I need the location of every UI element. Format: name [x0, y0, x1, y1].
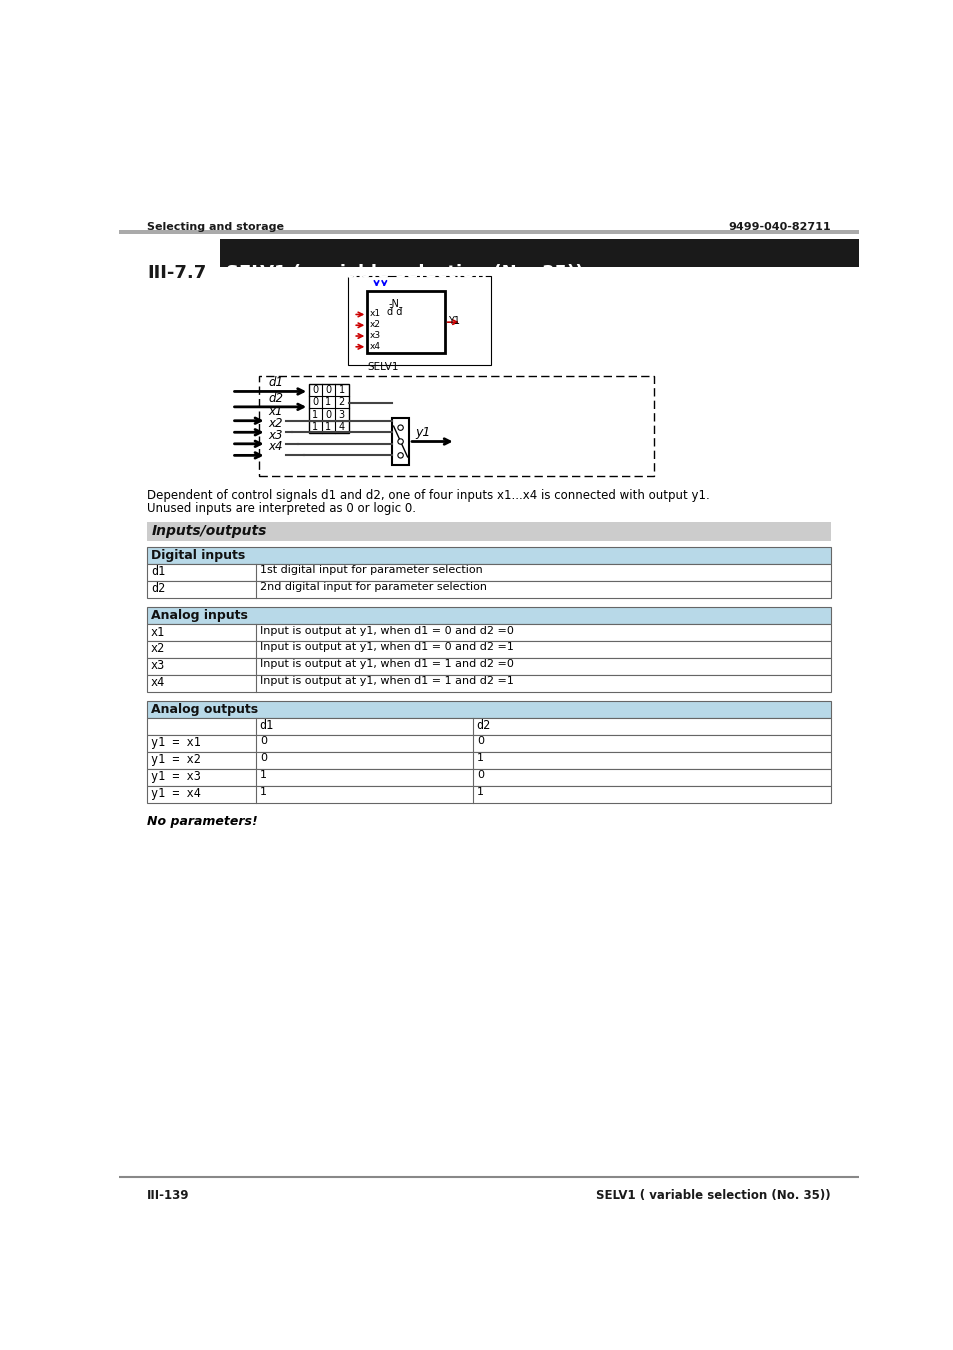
Text: SELV1 ( variable selection (No. 35)): SELV1 ( variable selection (No. 35))	[226, 263, 583, 282]
Text: d2: d2	[269, 392, 284, 405]
Text: x1: x1	[268, 405, 282, 418]
Bar	[392, 418, 409, 464]
Text: d1: d1	[151, 566, 165, 579]
Bar	[147, 641, 830, 657]
Text: d2: d2	[151, 582, 165, 595]
Text: Selecting and storage: Selecting and storage	[147, 221, 284, 232]
Text: Dependent of control signals d1 and d2, one of four inputs x1...x4 is connected : Dependent of control signals d1 and d2, …	[147, 489, 709, 502]
Text: 0: 0	[476, 771, 484, 780]
Bar	[309, 383, 349, 433]
Text: x4: x4	[151, 676, 165, 690]
Text: d2: d2	[476, 720, 490, 733]
Text: 0: 0	[476, 736, 484, 747]
Text: SELV1: SELV1	[367, 362, 398, 373]
Text: y1: y1	[415, 427, 430, 439]
Text: III-7.7: III-7.7	[147, 263, 206, 282]
Bar	[147, 608, 830, 624]
Bar	[258, 377, 654, 477]
Text: -N: -N	[389, 300, 399, 309]
Text: y1 = x3: y1 = x3	[151, 771, 201, 783]
Bar	[119, 230, 858, 235]
Text: 0: 0	[312, 397, 318, 408]
Bar	[147, 768, 830, 786]
Text: Unused inputs are interpreted as 0 or logic 0.: Unused inputs are interpreted as 0 or lo…	[147, 502, 416, 516]
Text: x4: x4	[369, 342, 380, 351]
Text: đ đ: đ đ	[387, 306, 402, 317]
Bar	[147, 701, 830, 718]
Bar	[348, 275, 491, 364]
Text: 1: 1	[476, 753, 484, 763]
Text: SELV1 ( variable selection (No. 35)): SELV1 ( variable selection (No. 35))	[596, 1189, 830, 1203]
Text: 1: 1	[325, 397, 332, 408]
Text: y1 = x4: y1 = x4	[151, 787, 201, 801]
Text: y1 = x2: y1 = x2	[151, 753, 201, 767]
Text: 0: 0	[325, 409, 332, 420]
Bar	[147, 786, 830, 803]
Text: 1: 1	[312, 409, 318, 420]
Bar	[147, 580, 830, 598]
Text: Input is output at y1, when d1 = 1 and d2 =0: Input is output at y1, when d1 = 1 and d…	[260, 659, 514, 670]
Bar	[147, 734, 830, 752]
Text: x4: x4	[268, 440, 282, 454]
Bar	[220, 239, 858, 267]
Text: 1st digital input for parameter selection: 1st digital input for parameter selectio…	[260, 566, 482, 575]
Circle shape	[397, 439, 403, 444]
Bar	[147, 564, 830, 580]
Text: 0: 0	[312, 385, 318, 396]
Text: 1: 1	[338, 385, 344, 396]
Text: x2: x2	[268, 417, 282, 429]
Text: 4: 4	[338, 423, 344, 432]
Text: x1: x1	[369, 309, 380, 319]
Text: 0: 0	[260, 736, 267, 747]
Text: Analog outputs: Analog outputs	[151, 702, 258, 716]
Text: 9499-040-82711: 9499-040-82711	[727, 221, 830, 232]
Text: Digital inputs: Digital inputs	[151, 548, 245, 562]
Text: 1: 1	[260, 787, 267, 798]
Text: Input is output at y1, when d1 = 0 and d2 =1: Input is output at y1, when d1 = 0 and d…	[260, 643, 514, 652]
Text: 1: 1	[312, 423, 318, 432]
Text: 2nd digital input for parameter selection: 2nd digital input for parameter selectio…	[260, 582, 487, 593]
Text: x3: x3	[369, 331, 380, 340]
Text: y1 = x1: y1 = x1	[151, 736, 201, 749]
Text: x2: x2	[151, 643, 165, 656]
Text: Y1: Y1	[447, 316, 459, 325]
Text: d1: d1	[259, 720, 274, 733]
Text: 2: 2	[338, 397, 344, 408]
Text: No parameters!: No parameters!	[147, 815, 257, 828]
Bar	[147, 752, 830, 768]
Bar	[367, 292, 444, 352]
Text: III-139: III-139	[147, 1189, 190, 1203]
Text: 3: 3	[338, 409, 344, 420]
Bar	[147, 624, 830, 641]
Text: Input is output at y1, when d1 = 0 and d2 =0: Input is output at y1, when d1 = 0 and d…	[260, 625, 514, 636]
Text: 0: 0	[260, 753, 267, 763]
Bar	[147, 718, 830, 734]
Text: x3: x3	[268, 428, 282, 441]
Text: Inputs/outputs: Inputs/outputs	[152, 524, 267, 537]
Circle shape	[397, 452, 403, 458]
Circle shape	[397, 425, 403, 431]
Text: x2: x2	[369, 320, 380, 329]
Bar	[147, 522, 830, 541]
Text: x3: x3	[151, 659, 165, 672]
Text: 1: 1	[260, 771, 267, 780]
Text: Analog inputs: Analog inputs	[151, 609, 248, 621]
Text: Input is output at y1, when d1 = 1 and d2 =1: Input is output at y1, when d1 = 1 and d…	[260, 676, 514, 686]
Bar	[147, 675, 830, 691]
Text: 0: 0	[325, 385, 332, 396]
Text: d1: d1	[269, 377, 284, 389]
Text: 1: 1	[325, 423, 332, 432]
Text: x1: x1	[151, 625, 165, 639]
Bar	[147, 547, 830, 564]
Bar	[147, 657, 830, 675]
Text: 1: 1	[476, 787, 484, 798]
